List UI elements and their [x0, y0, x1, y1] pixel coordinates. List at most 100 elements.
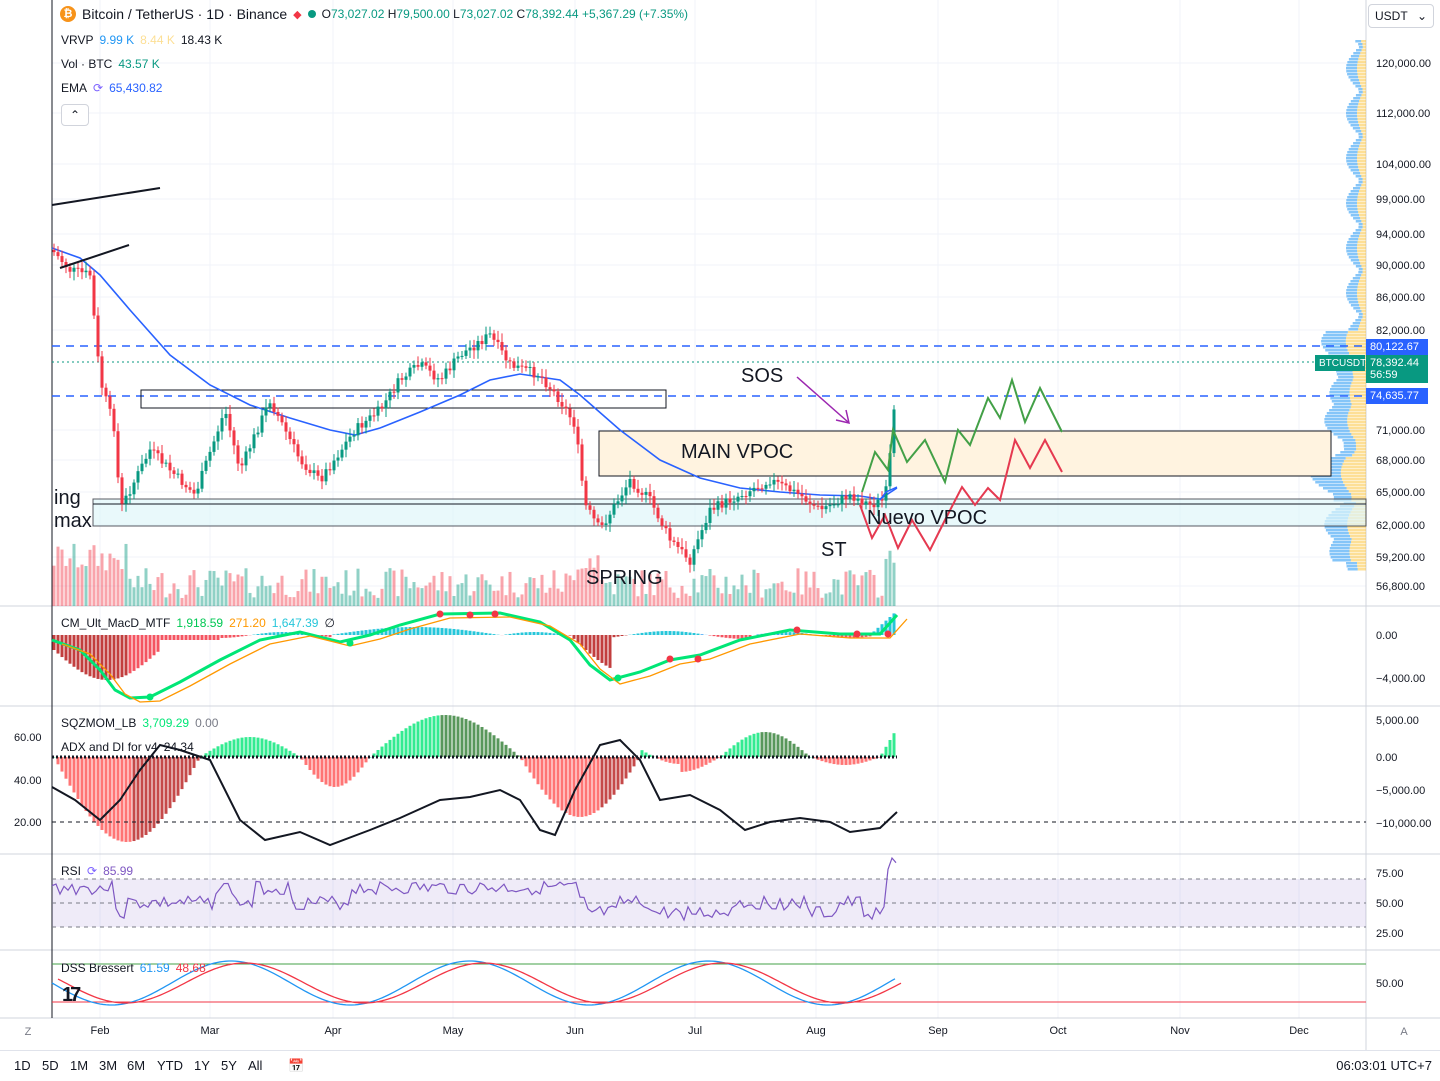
macd-histogram-bar	[657, 631, 660, 635]
sqz-histogram-bar	[165, 757, 168, 814]
vrvp-legend[interactable]: VRVP 9.99 K 8.44 K 18.43 K	[61, 33, 222, 47]
volume-bar	[209, 571, 212, 606]
calendar-icon[interactable]: 📅	[288, 1058, 304, 1074]
timeframe-1y[interactable]: 1Y	[194, 1058, 210, 1073]
vrvp-bar	[1336, 379, 1352, 382]
sqz-legend[interactable]: SQZMOM_LB 3,709.29 0.00	[61, 716, 218, 730]
sqz-histogram-bar	[253, 737, 256, 757]
volume-bar	[401, 570, 404, 606]
volume-bar	[189, 575, 192, 606]
macd-histogram-bar	[193, 635, 196, 640]
vrvp-bar	[1356, 139, 1362, 142]
vrvp-bar	[1342, 439, 1355, 442]
sqz-histogram-bar	[153, 757, 156, 828]
macd-histogram-bar	[181, 635, 184, 640]
candle-body	[649, 492, 652, 496]
candle-body	[621, 495, 624, 501]
sqz-histogram-bar	[741, 740, 744, 757]
vrvp-bar	[1356, 229, 1362, 232]
price-tick-label: 56,800.00	[1376, 581, 1425, 593]
vrvp-bar	[1352, 496, 1366, 499]
candle-body	[197, 489, 200, 494]
timeframe-6m[interactable]: 6M	[127, 1058, 145, 1073]
candle-body	[329, 469, 332, 470]
clock[interactable]: 06:03:01 UTC+7	[1336, 1058, 1432, 1073]
timeframe-3m[interactable]: 3M	[99, 1058, 117, 1073]
ema-legend[interactable]: EMA ⟳ 65,430.82	[61, 81, 162, 95]
vrvp-bar	[1360, 187, 1366, 190]
vrvp-bar	[1358, 196, 1366, 199]
candle-body	[97, 316, 100, 357]
timeframe-1d[interactable]: 1D	[14, 1058, 31, 1073]
candle-body	[89, 271, 92, 276]
volume-bar	[453, 596, 456, 606]
sqz-histogram-bar	[537, 757, 540, 784]
x-tick-label: Oct	[1049, 1025, 1066, 1037]
vrvp-bar	[1358, 148, 1366, 151]
candle-body	[573, 417, 576, 426]
macd-histogram-bar	[641, 633, 644, 635]
timeframe-5d[interactable]: 5D	[42, 1058, 59, 1073]
adx-legend[interactable]: ADX and DI for v4 24.34	[61, 740, 194, 754]
timeframe-all[interactable]: All	[248, 1058, 262, 1073]
symbol-title[interactable]: Bitcoin / TetherUS · 1D · Binance	[82, 6, 287, 22]
sqz-histogram-bar	[541, 757, 544, 790]
timeframe-ytd[interactable]: YTD	[157, 1058, 183, 1073]
sqz-histogram-bar	[221, 744, 224, 757]
volume-bar	[409, 588, 412, 606]
price-tick-label: 90,000.00	[1376, 260, 1425, 272]
candle-body	[729, 498, 732, 502]
macd-histogram-bar	[569, 635, 572, 636]
vrvp-bar	[1349, 409, 1366, 412]
sqz-histogram-bar	[457, 717, 460, 757]
vrvp-bar	[1324, 421, 1347, 424]
candle-body	[173, 470, 176, 474]
macd-histogram-bar	[677, 631, 680, 635]
sqz-histogram-bar	[697, 757, 700, 768]
currency-select[interactable]: USDT⌄	[1368, 4, 1434, 28]
dss-legend[interactable]: DSS Bressert 61.59 48.68	[61, 961, 206, 975]
vrvp-bar	[1351, 169, 1359, 172]
volume-bar	[329, 588, 332, 606]
rsi-legend[interactable]: RSI ⟳ 85.99	[61, 864, 133, 878]
candle-body	[633, 479, 636, 489]
candle-body	[765, 485, 768, 489]
vrvp-bar	[1360, 97, 1366, 100]
candle-body	[57, 252, 60, 256]
vrvp-bar	[1357, 562, 1366, 565]
macd-legend[interactable]: CM_Ult_MacD_MTF 1,918.59 271.20 1,647.39…	[61, 616, 335, 630]
volume-bar	[549, 588, 552, 606]
price-tick-label: 86,000.00	[1376, 292, 1425, 304]
macd-histogram-bar	[265, 633, 268, 635]
volume-bar	[333, 586, 336, 606]
sqz-histogram-bar	[689, 757, 692, 771]
candle-body	[105, 388, 108, 397]
macd-histogram-bar	[129, 635, 132, 673]
vrvp-bar	[1346, 109, 1357, 112]
timeframe-1m[interactable]: 1M	[70, 1058, 88, 1073]
vrvp-bar	[1325, 424, 1347, 427]
volume-bar	[57, 547, 60, 606]
candle-body	[677, 542, 680, 547]
volume-bar	[509, 572, 512, 606]
flag-icon[interactable]: ◆	[293, 8, 301, 21]
vrvp-bar	[1331, 544, 1350, 547]
candle-body	[657, 508, 660, 519]
volume-bar	[817, 588, 820, 606]
volume-legend[interactable]: Vol · BTC 43.57 K	[61, 57, 160, 71]
collapse-legend-button[interactable]: ⌃	[61, 104, 89, 126]
vrvp-bar	[1359, 91, 1363, 94]
sqz-histogram-bar	[777, 735, 780, 757]
volume-bar	[497, 591, 500, 606]
timeframe-5y[interactable]: 5Y	[221, 1058, 237, 1073]
vrvp-bar	[1360, 262, 1366, 265]
vrvp-bar	[1349, 256, 1358, 259]
candle-body	[113, 409, 116, 431]
vrvp-bar	[1359, 145, 1366, 148]
macd-tick-label: −4,000.00	[1376, 673, 1425, 685]
candle-body	[717, 501, 720, 510]
candle-body	[385, 400, 388, 408]
volume-bar	[425, 586, 428, 606]
level-high-tag: 80,122.67	[1366, 339, 1428, 355]
